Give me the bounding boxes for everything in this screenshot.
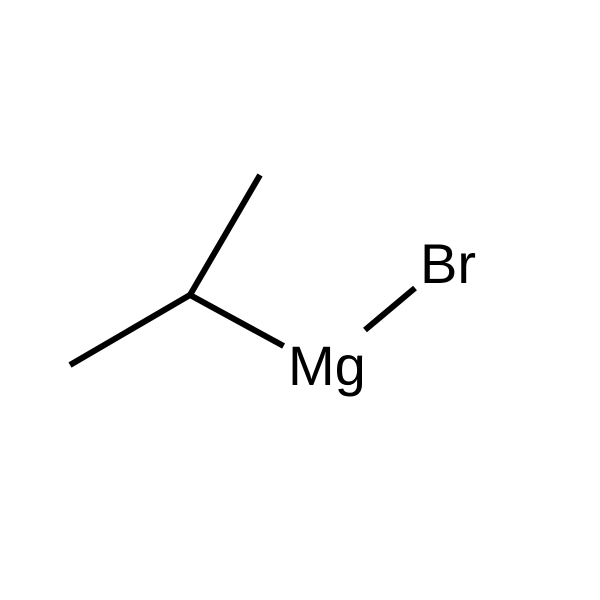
bond xyxy=(190,295,284,346)
molecule-diagram: Mg Br xyxy=(0,0,600,600)
bond xyxy=(365,288,415,330)
atom-label-mg: Mg xyxy=(288,334,366,397)
bond xyxy=(190,175,260,295)
bond xyxy=(70,295,190,365)
atom-label-br: Br xyxy=(420,232,476,295)
